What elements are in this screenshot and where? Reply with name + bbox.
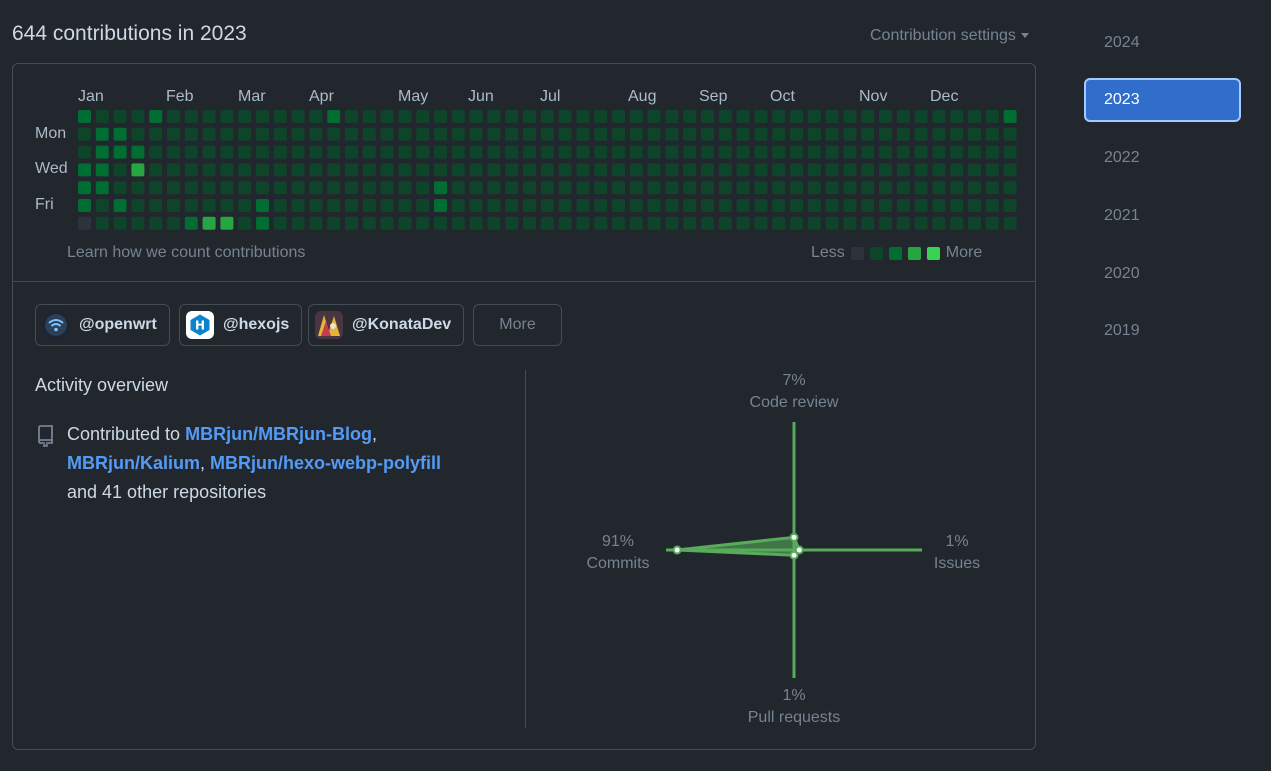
- org-name-hexojs: @hexojs: [223, 316, 290, 333]
- month-label-sep: Sep: [699, 88, 728, 105]
- org-more-button[interactable]: More: [473, 304, 562, 346]
- repo-separator: ,: [200, 453, 211, 473]
- contributions-panel: [12, 63, 1036, 750]
- contributed-prefix: Contributed to: [67, 424, 186, 444]
- repo-link-hexo-webp-polyfill[interactable]: MBRjun/hexo-webp-polyfill: [210, 453, 442, 473]
- repo-separator: ,: [372, 424, 378, 444]
- svg-text:H: H: [195, 319, 205, 333]
- legend-swatch-level-0: [850, 246, 864, 260]
- contribution-settings-label: Contribution settings: [870, 27, 1016, 44]
- day-label-fri: Fri: [35, 196, 54, 213]
- contribution-settings-button[interactable]: Contribution settings: [870, 27, 1029, 45]
- radar-pct-commits: 91%: [601, 533, 635, 550]
- radar-name-code-review: Code review: [749, 394, 839, 411]
- radar-point-pull-requests: [789, 550, 799, 560]
- radar-name-issues: Issues: [933, 555, 981, 572]
- calendar-legend: Less More: [811, 244, 982, 262]
- contributed-repos-text: Contributed to MBRjun/MBRjun-Blog, MBRju…: [67, 420, 507, 507]
- radar-shape: [675, 535, 801, 557]
- day-label-mon: Mon: [35, 125, 67, 142]
- month-label-mar: Mar: [238, 88, 266, 105]
- legend-more-label: More: [945, 244, 983, 261]
- radar-name-commits: Commits: [586, 555, 650, 572]
- radar-pct-issues: 1%: [945, 533, 969, 550]
- legend-swatch-level-3: [907, 246, 921, 260]
- legend-swatch-level-1: [869, 246, 883, 260]
- org-name-konatadev: @KonataDev: [352, 316, 452, 333]
- panel-divider: [13, 281, 1035, 282]
- radar-label-code-review: 7% Code review: [750, 370, 839, 414]
- month-label-jan: Jan: [78, 88, 104, 105]
- radar-label-commits: 91% Commits: [586, 531, 649, 575]
- radar-name-pull-requests: Pull requests: [747, 709, 841, 726]
- org-button-openwrt[interactable]: @openwrt: [35, 304, 170, 346]
- activity-overview-title: Activity overview: [35, 375, 169, 395]
- org-button-konatadev[interactable]: @KonataDev: [308, 304, 465, 346]
- year-2021[interactable]: 2021: [1104, 207, 1140, 224]
- caret-down-icon: [1020, 33, 1029, 39]
- repo-icon: [38, 425, 53, 447]
- page-title: 644 contributions in 2023: [12, 22, 247, 45]
- month-label-dec: Dec: [930, 88, 959, 105]
- month-label-jul: Jul: [540, 88, 561, 105]
- month-label-aug: Aug: [628, 88, 657, 105]
- legend-swatch-level-2: [888, 246, 902, 260]
- radar-pct-code-review: 7%: [782, 372, 806, 389]
- radar-point-code-review: [789, 532, 799, 542]
- year-2020[interactable]: 2020: [1104, 265, 1140, 282]
- legend-swatch-level-4: [926, 246, 940, 260]
- day-label-wed: Wed: [35, 160, 68, 177]
- activity-divider: [525, 370, 526, 728]
- year-2023[interactable]: 2023: [1084, 78, 1241, 122]
- month-label-feb: Feb: [166, 88, 194, 105]
- org-name-openwrt: @openwrt: [79, 316, 157, 333]
- repo-link-kalium[interactable]: MBRjun/Kalium: [67, 453, 200, 473]
- month-label-nov: Nov: [859, 88, 888, 105]
- hexo-logo-icon: H: [186, 311, 214, 339]
- learn-how-we-count-link[interactable]: Learn how we count contributions: [67, 244, 306, 261]
- org-button-hexojs[interactable]: H @hexojs: [179, 304, 303, 346]
- other-repos-text: and 41 other repositories: [67, 482, 267, 502]
- year-2022[interactable]: 2022: [1104, 149, 1140, 166]
- month-label-oct: Oct: [770, 88, 795, 105]
- month-label-may: May: [398, 88, 429, 105]
- radar-point-commits: [672, 545, 682, 555]
- wifi-icon: [42, 311, 70, 339]
- radar-point-issues: [794, 545, 804, 555]
- month-label-jun: Jun: [468, 88, 494, 105]
- konata-avatar-icon: [315, 311, 343, 339]
- radar-pct-pull-requests: 1%: [782, 687, 806, 704]
- legend-less-label: Less: [811, 244, 845, 261]
- year-2019[interactable]: 2019: [1104, 322, 1140, 339]
- month-label-apr: Apr: [309, 88, 334, 105]
- radar-label-pull-requests: 1% Pull requests: [748, 685, 841, 729]
- year-2024[interactable]: 2024: [1104, 34, 1140, 51]
- radar-label-issues: 1% Issues: [934, 531, 980, 575]
- repo-link-mbrjun-blog[interactable]: MBRjun/MBRjun-Blog: [185, 424, 373, 444]
